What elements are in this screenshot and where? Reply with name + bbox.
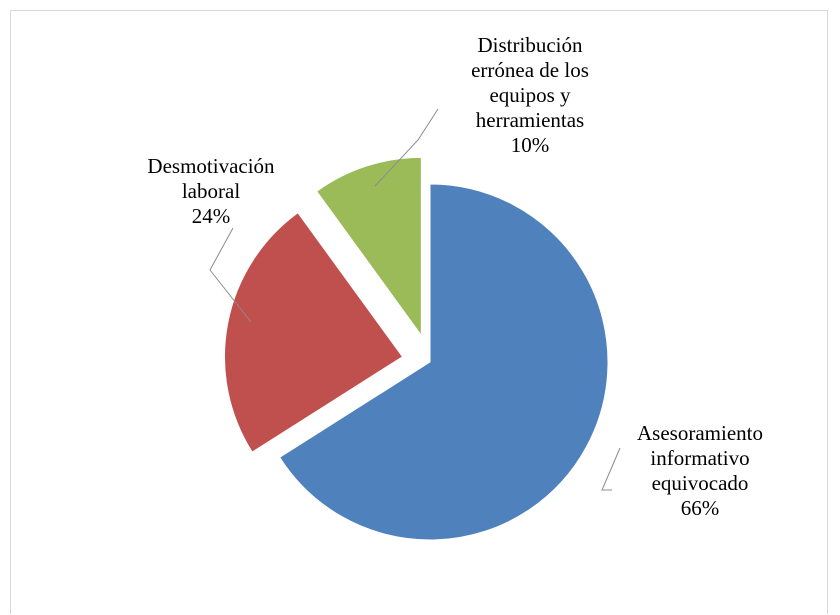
slice-value-label-1: 66%	[681, 496, 720, 520]
leader-line-1	[601, 447, 621, 491]
slice-category-label-3: herramientas	[476, 108, 584, 132]
leader-lines	[209, 108, 621, 491]
pie-slice-3	[316, 156, 422, 337]
slice-category-label-3: errónea de los	[471, 58, 589, 82]
slice-category-label-3: Distribución	[478, 33, 583, 57]
slice-value-label-3: 10%	[511, 133, 550, 157]
slice-category-label-1: informativo	[650, 446, 749, 470]
pie-slices	[224, 156, 609, 541]
pie-slice-2	[224, 212, 404, 453]
leader-line-3	[374, 108, 439, 187]
slice-category-label-3: equipos y	[489, 83, 571, 107]
pie-slice-1	[279, 183, 609, 541]
slice-category-label-1: equivocado	[652, 471, 749, 495]
slice-category-label-2: laboral	[182, 179, 240, 203]
slice-category-label-1: Asesoramiento	[637, 421, 763, 445]
leader-line-2	[209, 227, 252, 323]
slice-category-label-2: Desmotivación	[147, 154, 275, 178]
slice-value-label-2: 24%	[192, 204, 231, 228]
